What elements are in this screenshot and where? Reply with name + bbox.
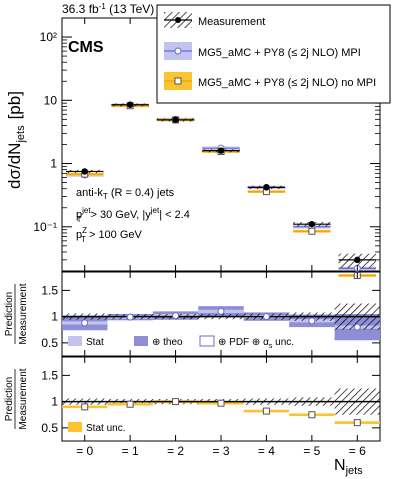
main-legend: Measurement MG5_aMC + PY8 (≤ 2j NLO) MPI… [156, 4, 391, 104]
main-ytick-label-0: 10² [40, 30, 57, 44]
xtick-label-5: = 5 [303, 444, 320, 458]
ratio1-ytick-label-2: 1.5 [41, 283, 58, 297]
ratio-mpi-point-2 [172, 312, 180, 320]
ratio2-ylabel-top: Prediction [4, 377, 15, 421]
ratio-nompi-point-6 [353, 419, 361, 427]
measurement-point-5 [308, 220, 316, 228]
legend-mpi-label: MG5_aMC + PY8 (≤ 2j NLO) MPI [198, 47, 361, 59]
annotation-jet-cuts: pjet T > 30 GeV, |yjet| < 2.4 [76, 206, 190, 224]
legend-pdf-swatch [199, 335, 215, 347]
ratio-nompi-point-4 [262, 407, 270, 415]
ratio2-ylabel-bottom: Measurement [18, 368, 29, 429]
xtick-label-1: = 1 [122, 444, 139, 458]
main-ytick-label-2: 1 [50, 157, 57, 171]
measurement-point-3 [217, 147, 225, 154]
ratio-mpi-point-4 [262, 313, 270, 321]
ratio-plot-nompi [62, 388, 380, 427]
ratio-mpi-point-0 [81, 319, 89, 327]
main-ytick-label-3: 10⁻¹ [33, 220, 57, 234]
legend-theo-swatch [134, 336, 148, 346]
ratio-nompi-point-2 [172, 398, 180, 406]
ratio-nompi-point-3 [217, 399, 225, 407]
ratio-mpi-point-1 [126, 313, 134, 321]
xtick-label-3: = 3 [212, 444, 229, 458]
ratio-nompi-point-5 [308, 411, 316, 419]
nompi-point-5 [308, 227, 316, 235]
ratio-mpi-point-3 [217, 307, 225, 315]
legend-pdf-label: ⊕ PDF ⊕ αs unc. [218, 337, 294, 350]
ratio1-ytick-label-1: 1 [51, 310, 58, 324]
axes: 10² 10 1 10⁻¹ 0.5 1 1.5 0.5 1 1.5 = 0 = 1 = 2 = 3 = 4 =… [33, 17, 380, 458]
xtick-label-6: = 6 [349, 444, 366, 458]
xlabel: Njets [334, 457, 363, 477]
ratio-legend-nompi: Stat unc. [68, 422, 125, 434]
ratio-mpi-point-5 [308, 317, 316, 325]
ratio-mpi-point-6 [353, 323, 361, 331]
experiment-label: CMS [68, 39, 104, 56]
xtick-label-4: = 4 [258, 444, 275, 458]
xtick-label-2: = 2 [167, 444, 184, 458]
measurement-point-4 [263, 184, 270, 191]
ratio2-ytick-label-0: 0.5 [41, 421, 58, 435]
ratio1-ylabel-bottom: Measurement [18, 283, 29, 344]
lumi-label: 36.3 fb-1 (13 TeV) [62, 2, 154, 16]
legend-statunc-swatch [68, 422, 82, 432]
measurement-point-1 [126, 101, 134, 108]
legend-measurement-label: Measurement [198, 16, 265, 28]
ratio-nompi-point-0 [81, 403, 89, 411]
measurement-point-6 [354, 256, 361, 264]
legend-statunc-label: Stat unc. [86, 423, 125, 434]
ratio1-ytick-label-0: 0.5 [41, 336, 58, 350]
legend-theo-label: ⊕ theo [152, 337, 183, 348]
annotation-z-cut: pZ T > 100 GeV [76, 226, 143, 244]
measurement-point-2 [172, 116, 179, 124]
ratio2-ytick-label-2: 1.5 [41, 368, 58, 382]
legend-stat-swatch [68, 336, 82, 346]
annotation-jet-algorithm: anti-kT (R = 0.4) jets [76, 187, 175, 201]
ratio-plot-mpi [62, 303, 380, 341]
ratio2-ytick-label-1: 1 [51, 395, 58, 409]
ratio-nompi-point-1 [126, 400, 134, 408]
xtick-label-0: = 0 [76, 444, 93, 458]
ratio1-ylabel-top: Prediction [4, 292, 15, 336]
measurement-point-0 [81, 168, 88, 175]
main-ytick-label-1: 10 [44, 93, 58, 107]
ratio-legend-mpi: Stat ⊕ theo ⊕ PDF ⊕ αs unc. [68, 335, 294, 350]
legend-nompi-label: MG5_aMC + PY8 (≤ 2j NLO) no MPI [198, 77, 376, 89]
main-ylabel: dσ/dNjets[pb] [5, 91, 27, 189]
legend-stat-label: Stat [86, 337, 104, 348]
